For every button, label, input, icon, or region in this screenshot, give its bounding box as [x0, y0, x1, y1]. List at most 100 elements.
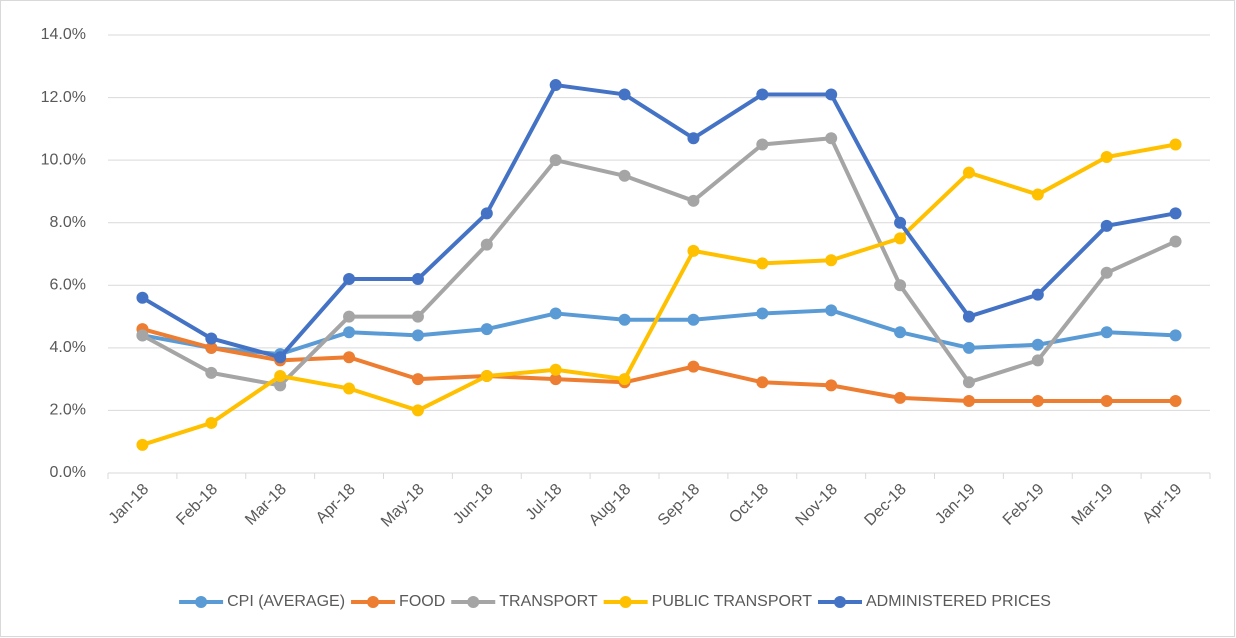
data-point — [962, 310, 975, 323]
data-point — [411, 404, 424, 417]
series-line — [141, 142, 1176, 447]
data-point — [1100, 326, 1113, 339]
legend-label: FOOD — [399, 593, 445, 610]
y-tick-label: 8.0% — [50, 214, 86, 231]
data-point — [136, 291, 149, 304]
data-point — [480, 207, 493, 220]
data-point — [480, 370, 493, 383]
y-tick-label: 2.0% — [50, 402, 86, 419]
data-point — [1169, 329, 1182, 342]
data-point — [825, 132, 838, 145]
legend-label: CPI (AVERAGE) — [227, 593, 345, 610]
data-point — [480, 238, 493, 251]
y-tick-label: 14.0% — [41, 26, 86, 43]
data-point — [618, 373, 631, 386]
data-point — [687, 244, 700, 257]
data-point — [756, 257, 769, 270]
data-point — [1031, 354, 1044, 367]
legend-marker — [467, 596, 480, 608]
data-point — [1169, 138, 1182, 151]
data-point — [136, 329, 149, 342]
data-point — [894, 326, 907, 339]
y-tick-label: 6.0% — [50, 277, 86, 294]
data-point — [825, 254, 838, 267]
data-point — [1031, 338, 1044, 351]
data-point — [205, 366, 218, 379]
data-point — [1169, 235, 1182, 248]
y-tick-label: 4.0% — [50, 339, 86, 356]
data-point — [274, 351, 287, 364]
data-point — [756, 138, 769, 151]
legend-label: TRANSPORT — [499, 593, 598, 610]
data-point — [205, 416, 218, 429]
series-line — [141, 83, 1176, 360]
data-point — [618, 88, 631, 101]
y-tick-label: 0.0% — [50, 464, 86, 481]
series — [136, 132, 1182, 392]
legend-marker — [619, 596, 632, 608]
data-point — [343, 310, 356, 323]
data-point — [894, 232, 907, 245]
data-point — [1100, 151, 1113, 164]
data-point — [480, 323, 493, 336]
data-point — [756, 307, 769, 320]
data-point — [894, 391, 907, 404]
data-point — [549, 363, 562, 376]
data-point — [618, 169, 631, 182]
series-line — [141, 136, 1177, 388]
data-point — [274, 370, 287, 383]
data-point — [274, 379, 287, 392]
legend-marker — [195, 596, 208, 608]
data-point — [205, 341, 218, 354]
y-tick-label: 10.0% — [41, 151, 86, 168]
data-point — [1169, 395, 1182, 408]
data-point — [825, 304, 838, 317]
data-point — [549, 307, 562, 320]
data-point — [618, 313, 631, 326]
data-point — [1031, 395, 1044, 408]
data-point — [549, 373, 562, 386]
data-point — [1031, 188, 1044, 201]
data-point — [1100, 395, 1113, 408]
data-point — [687, 132, 700, 145]
data-point — [411, 310, 424, 323]
data-point — [756, 88, 769, 101]
data-point — [205, 332, 218, 345]
data-point — [962, 166, 975, 179]
data-point — [687, 360, 700, 373]
legend-marker — [367, 596, 380, 608]
data-point — [962, 395, 975, 408]
y-tick-label: 12.0% — [41, 89, 86, 106]
data-point — [343, 351, 356, 364]
data-point — [1169, 207, 1182, 220]
data-point — [343, 273, 356, 286]
data-point — [825, 88, 838, 101]
series — [136, 79, 1182, 364]
data-point — [343, 382, 356, 395]
data-point — [1100, 219, 1113, 232]
data-point — [1031, 288, 1044, 301]
data-point — [756, 376, 769, 389]
legend: CPI (AVERAGE) FOOD TRANSPORT PUBLIC TRANSPO… — [179, 593, 1051, 610]
series-line — [141, 327, 1176, 404]
data-point — [825, 379, 838, 392]
legend-label: PUBLIC TRANSPORT — [652, 593, 813, 610]
data-point — [894, 279, 907, 292]
data-point — [1100, 266, 1113, 279]
data-point — [549, 154, 562, 167]
data-point — [962, 341, 975, 354]
data-point — [411, 329, 424, 342]
data-point — [549, 79, 562, 92]
series-line — [142, 308, 1176, 357]
data-point — [687, 313, 700, 326]
data-point — [687, 194, 700, 207]
legend-label: ADMINISTERED PRICES — [866, 593, 1051, 610]
data-point — [894, 216, 907, 229]
data-point — [411, 273, 424, 286]
legend-marker — [833, 596, 846, 608]
data-point — [343, 326, 356, 339]
data-point — [136, 438, 149, 451]
data-point — [411, 373, 424, 386]
series — [136, 138, 1182, 451]
